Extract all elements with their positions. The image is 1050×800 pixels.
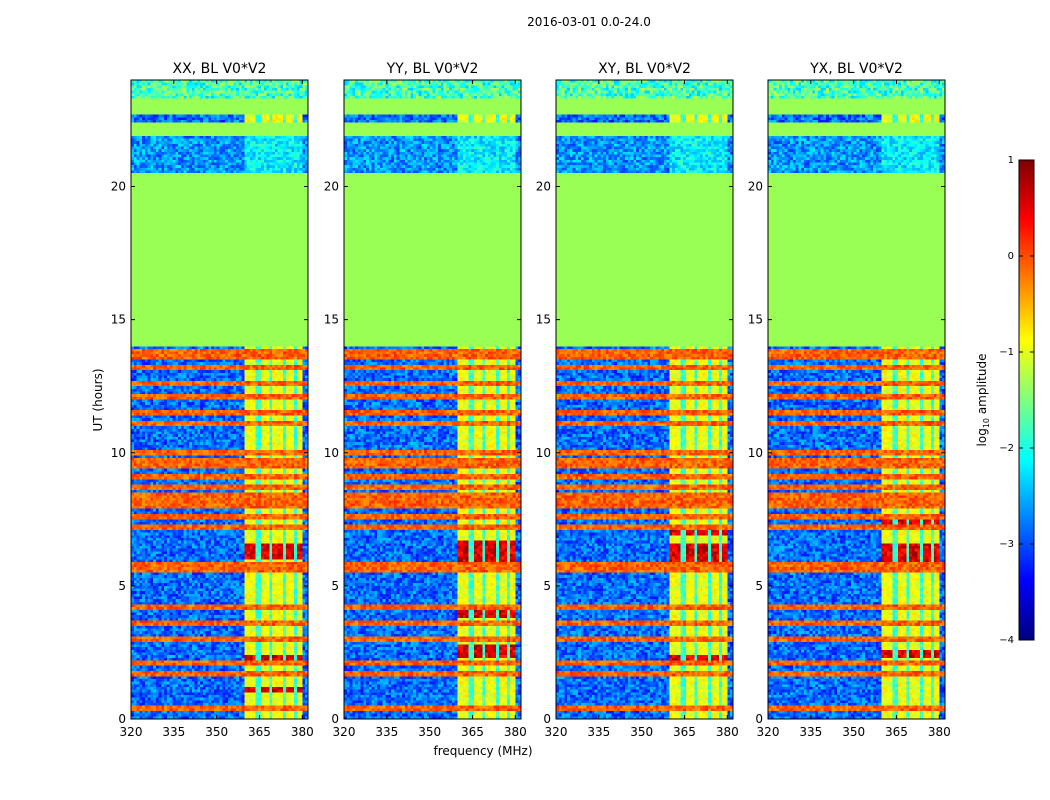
y-axis-label: UT (hours): [91, 368, 105, 431]
x-tick-label-2-320: 320: [333, 725, 356, 739]
panel-frame-2: [343, 79, 522, 720]
figure-title: 2016-03-01 0.0-24.0: [527, 15, 651, 29]
x-tick-label-2-380: 380: [504, 725, 527, 739]
y-tick-label-3-5: 5: [543, 579, 551, 593]
colorbar-label: log10 amplitude: [975, 354, 991, 447]
x-tick-label-4-380: 380: [928, 725, 951, 739]
panel-title-3: XY, BL V0*V2: [598, 61, 691, 77]
spectrogram-panel-4: [768, 80, 945, 719]
colorbar-label-sub: 10: [982, 418, 991, 428]
panel-title-1: XX, BL V0*V2: [173, 61, 267, 77]
y-tick-label-1-15: 15: [111, 313, 126, 327]
colorbar-tick-label-2: −1: [999, 347, 1014, 358]
text-layer: 2016-03-01 0.0-24.0 frequency (MHz) UT (…: [91, 15, 1014, 758]
panel-title-2: YY, BL V0*V2: [386, 61, 479, 77]
y-tick-label-2-0: 0: [331, 712, 339, 726]
y-tick-label-3-0: 0: [543, 712, 551, 726]
colorbar-tick-label-4: −3: [999, 539, 1014, 550]
y-tick-label-2-5: 5: [331, 579, 339, 593]
y-tick-label-3-10: 10: [536, 446, 551, 460]
x-axis-label: frequency (MHz): [433, 744, 532, 758]
frame-layer: [130, 79, 1035, 720]
y-tick-label-1-0: 0: [118, 712, 126, 726]
y-tick-label-3-20: 20: [536, 180, 551, 194]
y-tick-label-1-10: 10: [111, 446, 126, 460]
colorbar-tick-label-3: −2: [999, 443, 1014, 454]
y-tick-label-4-0: 0: [755, 712, 763, 726]
y-tick-label-2-10: 10: [324, 446, 339, 460]
y-tick-label-4-15: 15: [748, 313, 763, 327]
x-tick-label-4-350: 350: [842, 725, 865, 739]
x-tick-label-4-320: 320: [757, 725, 780, 739]
x-tick-label-1-380: 380: [291, 725, 314, 739]
x-tick-label-1-365: 365: [248, 725, 271, 739]
y-tick-label-2-20: 20: [324, 180, 339, 194]
x-tick-label-3-335: 335: [587, 725, 610, 739]
y-tick-label-4-5: 5: [755, 579, 763, 593]
spectrogram-panel-2: [344, 80, 521, 719]
panel-frame-4: [767, 79, 946, 720]
colorbar-tick-label-0: 1: [1008, 155, 1014, 166]
x-tick-label-4-365: 365: [885, 725, 908, 739]
colorbar-label-rest: amplitude: [975, 354, 989, 418]
y-tick-label-1-20: 20: [111, 180, 126, 194]
spectrogram-panel-1: [131, 80, 308, 719]
spectrogram-panel-3: [556, 80, 733, 719]
x-tick-label-3-380: 380: [716, 725, 739, 739]
image-layer: [131, 80, 945, 719]
colorbar-tick-label-5: −4: [999, 635, 1014, 646]
colorbar-tick-label-1: 0: [1008, 251, 1014, 262]
x-tick-label-1-335: 335: [162, 725, 185, 739]
x-tick-label-2-350: 350: [418, 725, 441, 739]
y-tick-label-2-15: 15: [324, 313, 339, 327]
panel-frame-3: [555, 79, 734, 720]
panel-frame-1: [130, 79, 309, 720]
colorbar-label-main: log: [975, 428, 989, 446]
x-tick-label-2-335: 335: [375, 725, 398, 739]
x-tick-label-2-365: 365: [461, 725, 484, 739]
y-tick-label-1-5: 5: [118, 579, 126, 593]
x-tick-label-1-320: 320: [120, 725, 143, 739]
x-tick-label-3-320: 320: [545, 725, 568, 739]
colorbar: [1018, 159, 1035, 641]
panel-title-4: YX, BL V0*V2: [809, 61, 903, 77]
x-tick-label-4-335: 335: [799, 725, 822, 739]
y-tick-label-4-20: 20: [748, 180, 763, 194]
x-tick-label-3-350: 350: [630, 725, 653, 739]
x-tick-label-3-365: 365: [673, 725, 696, 739]
y-tick-label-4-10: 10: [748, 446, 763, 460]
x-tick-label-1-350: 350: [205, 725, 228, 739]
y-tick-label-3-15: 15: [536, 313, 551, 327]
